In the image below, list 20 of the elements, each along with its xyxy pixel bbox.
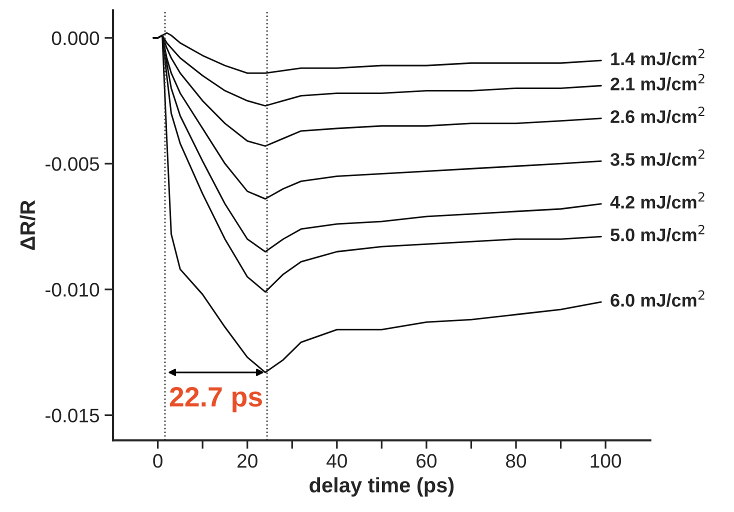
x-tick-label: 100	[590, 454, 622, 468]
y-tick-label: -0.005	[46, 157, 100, 171]
annotation: 22.7 ps	[170, 387, 262, 412]
x-tick-label: 80	[506, 454, 526, 468]
series-label: 6.0 mJ/cm$^{2}$	[610, 290, 704, 307]
x-axis-title: delay time (ps)	[310, 477, 454, 497]
y-tick-label: 0.000	[52, 31, 100, 46]
y-tick-label: -0.010	[46, 282, 100, 297]
y-axis-title: ΔR/R	[20, 200, 36, 250]
x-tick-label: 60	[416, 454, 437, 468]
x-tick-label: 0	[153, 454, 162, 468]
x-tick-label: 20	[238, 454, 258, 468]
y-tick-label: -0.015	[46, 408, 100, 422]
x-tick-label: 40	[326, 454, 347, 468]
series-label: 4.2 mJ/cm$^{2}$	[610, 192, 704, 209]
series-label: 3.5 mJ/cm$^{2}$	[610, 149, 704, 166]
series-label: 5.0 mJ/cm$^{2}$	[610, 224, 704, 242]
series-label: 2.6 mJ/cm$^{2}$	[610, 106, 704, 124]
series-label: 1.4 mJ/cm$^{2}$	[611, 48, 704, 66]
series-label: 2.1 mJ/cm$^{2}$	[610, 74, 704, 91]
